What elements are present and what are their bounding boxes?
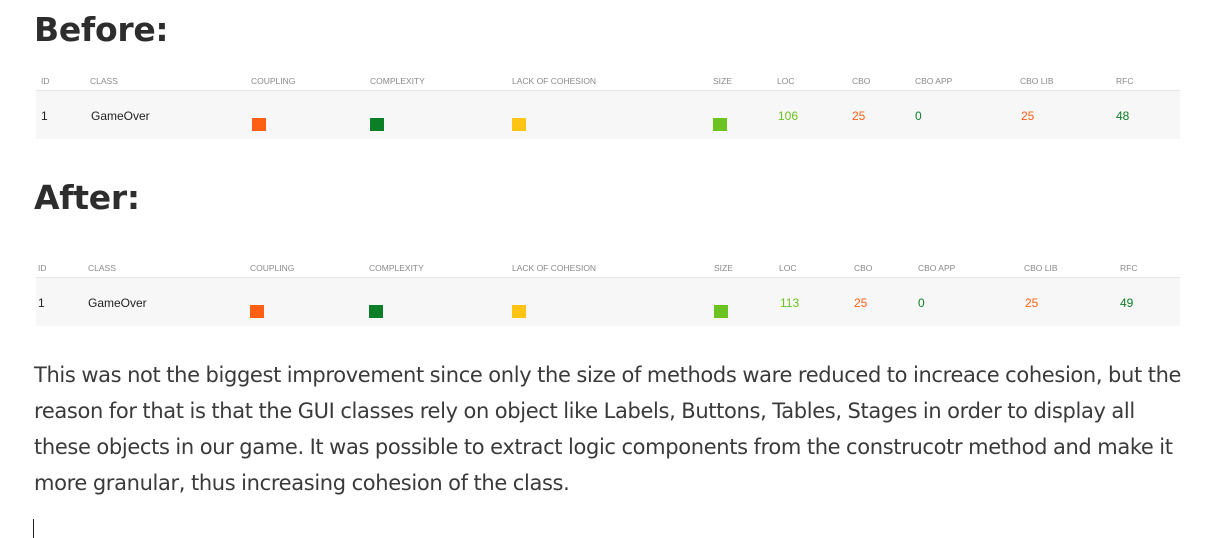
- cbo-app-value: 0: [915, 109, 922, 123]
- lack-of-cohesion-indicator: [512, 305, 526, 318]
- column-header-cbo: CBO: [854, 263, 873, 273]
- body-paragraph: This was not the biggest improvement sin…: [34, 363, 1182, 495]
- column-header-size: SIZE: [713, 76, 732, 86]
- complexity-indicator: [369, 305, 383, 318]
- column-header-complexity: COMPLEXITY: [369, 263, 424, 273]
- metrics-table-before: ID CLASS COUPLING COMPLEXITY LACK OF COH…: [36, 70, 1180, 139]
- rfc-value: 48: [1116, 109, 1130, 123]
- column-header-rfc: RFC: [1120, 263, 1138, 273]
- column-header-id: ID: [41, 76, 50, 86]
- loc-value: 113: [780, 296, 800, 310]
- column-header-coupling: COUPLING: [250, 263, 295, 273]
- complexity-indicator: [370, 118, 384, 131]
- column-header-cbo-lib: CBO LIB: [1020, 76, 1054, 86]
- cbo-lib-value: 25: [1025, 296, 1039, 310]
- table-header: ID CLASS COUPLING COMPLEXITY LACK OF COH…: [36, 257, 1180, 278]
- column-header-class: CLASS: [88, 263, 116, 273]
- cbo-value: 25: [852, 109, 866, 123]
- row-class-name: GameOver: [88, 296, 147, 310]
- column-header-class: CLASS: [90, 76, 118, 86]
- column-header-size: SIZE: [714, 263, 733, 273]
- column-header-lack-of-cohesion: LACK OF COHESION: [512, 263, 597, 273]
- after-heading: After:: [34, 178, 140, 217]
- metrics-table-after: ID CLASS COUPLING COMPLEXITY LACK OF COH…: [36, 257, 1180, 326]
- column-header-cbo: CBO: [852, 76, 871, 86]
- row-id: 1: [41, 109, 48, 123]
- size-indicator: [714, 305, 728, 318]
- before-heading: Before:: [34, 10, 169, 49]
- column-header-coupling: COUPLING: [251, 76, 296, 86]
- column-header-lack-of-cohesion: LACK OF COHESION: [512, 76, 597, 86]
- cbo-app-value: 0: [918, 296, 925, 310]
- column-header-cbo-app: CBO APP: [915, 76, 953, 86]
- rfc-value: 49: [1120, 296, 1134, 310]
- cbo-value: 25: [854, 296, 868, 310]
- column-header-cbo-app: CBO APP: [918, 263, 956, 273]
- text-cursor[interactable]: [33, 519, 34, 538]
- loc-value: 106: [778, 109, 799, 123]
- table-header: ID CLASS COUPLING COMPLEXITY LACK OF COH…: [36, 70, 1180, 91]
- column-header-loc: LOC: [777, 76, 795, 86]
- table-row: 1 GameOver 113 25 0 25 49: [36, 278, 1180, 326]
- column-header-cbo-lib: CBO LIB: [1024, 263, 1058, 273]
- column-header-loc: LOC: [779, 263, 797, 273]
- column-header-rfc: RFC: [1116, 76, 1134, 86]
- size-indicator: [713, 118, 727, 131]
- column-header-complexity: COMPLEXITY: [370, 76, 425, 86]
- row-id: 1: [38, 296, 45, 310]
- coupling-indicator: [250, 305, 264, 318]
- column-header-id: ID: [38, 263, 47, 273]
- table-row: 1 GameOver 106 25 0 25 48: [36, 91, 1180, 139]
- cbo-lib-value: 25: [1021, 109, 1035, 123]
- lack-of-cohesion-indicator: [512, 118, 526, 131]
- coupling-indicator: [252, 118, 266, 131]
- row-class-name: GameOver: [91, 109, 150, 123]
